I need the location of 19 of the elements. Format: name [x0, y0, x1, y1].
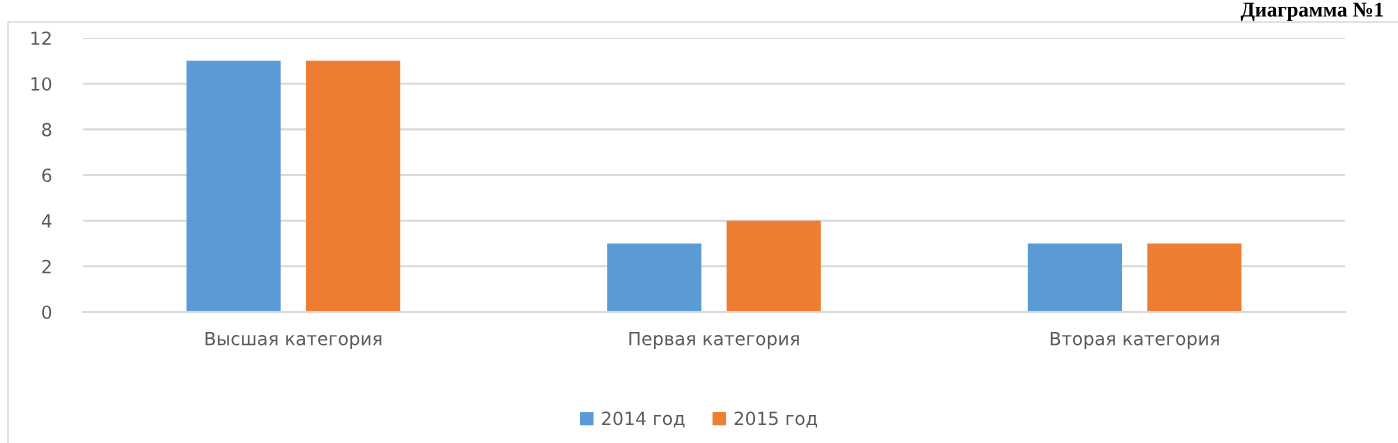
- y-tick-label: 12: [31, 31, 51, 45]
- bar: [186, 60, 281, 312]
- bar: [1027, 243, 1123, 312]
- chart-title: Диаграмма №1: [1240, 2, 1383, 21]
- y-tick-label: 4: [41, 214, 52, 228]
- y-tick-label: 2: [42, 259, 51, 274]
- bar: [1147, 243, 1242, 312]
- bar: [726, 220, 821, 312]
- y-tick-label: 0: [42, 305, 52, 320]
- y-tick-label: 10: [31, 77, 52, 91]
- x-tick-label: Вторая категория: [1050, 332, 1219, 349]
- legend-label: 2014 год: [602, 411, 685, 428]
- legend-label: 2015 год: [734, 411, 818, 428]
- bar: [305, 60, 401, 312]
- x-tick-label: Первая категория: [629, 332, 799, 349]
- bar: [607, 243, 702, 312]
- x-tick-label: Высшая категория: [205, 332, 382, 349]
- y-tick-label: 6: [42, 168, 52, 183]
- y-tick-label: 8: [42, 122, 52, 137]
